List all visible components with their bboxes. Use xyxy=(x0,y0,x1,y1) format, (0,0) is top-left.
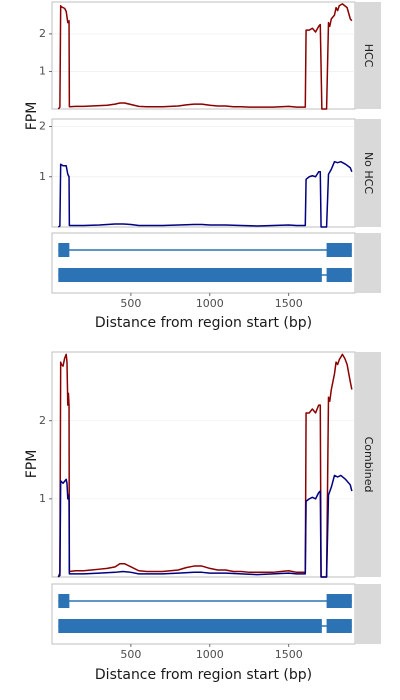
grid-lines xyxy=(52,420,355,500)
y-tick-label: 1 xyxy=(39,170,46,183)
y-axis-title: FPM xyxy=(24,102,40,131)
x-axis-ticks: 500 1000 1500 xyxy=(120,293,303,310)
y-tick-label: 2 xyxy=(39,120,46,133)
y-tick-label: 2 xyxy=(39,27,46,40)
y-tick-label: 2 xyxy=(39,414,46,427)
x-tick-label: 500 xyxy=(120,648,141,661)
x-tick-label: 1000 xyxy=(196,648,224,661)
gene-model-panel: 500 1000 1500 Distance from region start (… xyxy=(51,232,381,331)
y-axis-title: FPM xyxy=(24,450,40,479)
series-line xyxy=(57,474,353,578)
strip-label: Combined xyxy=(362,437,375,493)
plot-background xyxy=(51,583,356,645)
strip-background xyxy=(355,233,381,293)
strip-background xyxy=(355,2,381,109)
x-tick-label: 1500 xyxy=(275,297,303,310)
strip-label: HCC xyxy=(362,44,375,68)
exon-block xyxy=(58,619,322,633)
gene-model-panel: 500 1000 1500 Distance from region start (… xyxy=(51,583,381,683)
panel-combined: Combined 12 FPM xyxy=(24,351,381,578)
x-tick-label: 1000 xyxy=(196,297,224,310)
plot-background xyxy=(51,351,356,578)
panel-hcc: HCC 12 xyxy=(39,1,381,110)
exon-block xyxy=(58,594,70,608)
exon-block xyxy=(58,268,322,282)
grid-lines xyxy=(52,126,355,178)
exon-block xyxy=(58,243,70,257)
series-line xyxy=(57,3,353,110)
series-line xyxy=(57,353,353,578)
x-axis-ticks: 500 1000 1500 xyxy=(120,644,303,661)
y-axis-ticks: 12 xyxy=(39,414,52,505)
strip-label: No HCC xyxy=(362,152,375,194)
coverage-lines xyxy=(57,3,353,110)
y-tick-label: 1 xyxy=(39,64,46,77)
plot-background xyxy=(51,232,356,294)
y-axis-ticks: 12 xyxy=(39,27,52,77)
x-tick-label: 1500 xyxy=(275,648,303,661)
y-axis-ticks: 12 xyxy=(39,120,52,183)
x-axis-title: Distance from region start (bp) xyxy=(95,667,312,683)
gene-tracks xyxy=(58,243,352,282)
y-tick-label: 1 xyxy=(39,492,46,505)
exon-block xyxy=(326,268,352,282)
x-axis-title: Distance from region start (bp) xyxy=(95,315,312,331)
coverage-lines xyxy=(57,353,353,578)
plot-background xyxy=(51,118,356,228)
x-tick-label: 500 xyxy=(120,297,141,310)
strip-background xyxy=(355,119,381,227)
grid-lines xyxy=(52,33,355,72)
strip-background xyxy=(355,352,381,577)
coverage-lines xyxy=(57,160,353,228)
panel-no-hcc: No HCC 12 xyxy=(39,118,381,228)
series-line xyxy=(57,160,353,228)
exon-block xyxy=(326,243,352,257)
exon-block xyxy=(326,594,352,608)
exon-block xyxy=(326,619,352,633)
strip-background xyxy=(355,584,381,644)
plot-background xyxy=(51,1,356,110)
gene-tracks xyxy=(58,594,352,633)
